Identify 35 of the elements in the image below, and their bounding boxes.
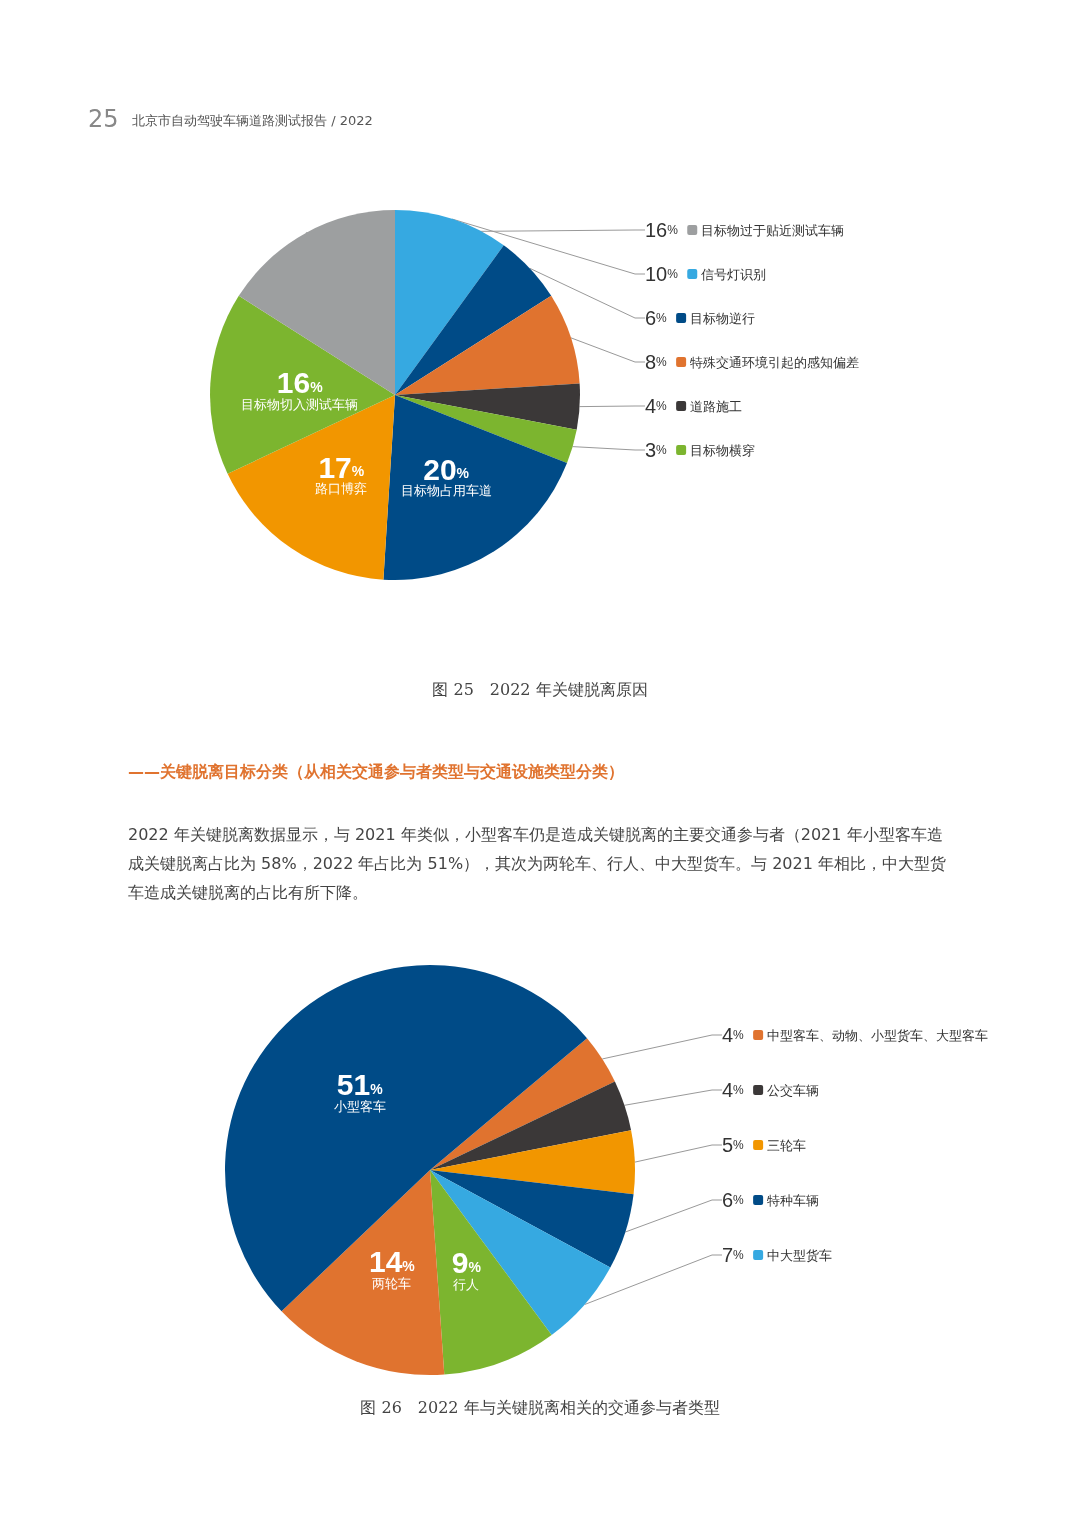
legend-label: 目标物过于贴近测试车辆 — [701, 222, 845, 238]
legend-label: 三轮车 — [767, 1137, 807, 1153]
legend-label: 目标物逆行 — [690, 310, 756, 326]
legend-label: 道路施工 — [690, 398, 743, 414]
legend-label: 信号灯识别 — [701, 266, 767, 282]
legend-label: 公交车辆 — [767, 1082, 820, 1098]
legend-label: 特种车辆 — [767, 1192, 820, 1208]
slice-label: 路口博弈 — [315, 481, 368, 497]
slice-label: 两轮车 — [372, 1275, 412, 1291]
data-label: 5% — [722, 1134, 745, 1156]
slice-label: 小型客车 — [333, 1098, 386, 1114]
data-label: 7% — [722, 1244, 745, 1266]
text: 图 26 2022 年与关键脱离相关的交通参与者类型 — [359, 1398, 721, 1419]
data-label: 16% — [645, 219, 679, 241]
chart-subtitle: ——关键脱离目标分类（从相关交通参与者类型与交通设施类型分类） — [128, 762, 624, 783]
data-label: 8% — [645, 351, 668, 373]
slice-label: 目标物切入测试车辆 — [241, 396, 359, 412]
data-label: 16% — [276, 366, 324, 399]
data-label: 6% — [645, 307, 668, 329]
data-label: 3% — [645, 439, 668, 461]
legend-label: 特殊交通环境引起的感知偏差 — [690, 354, 860, 370]
text: 图 25 2022 年关键脱离原因 — [431, 680, 649, 701]
legend-label: 中型客车、动物、小型货车、大型客车 — [767, 1027, 989, 1043]
data-label: 4% — [645, 395, 668, 417]
legend-label: 中大型货车 — [767, 1247, 833, 1263]
slice-label: 行人 — [453, 1276, 480, 1292]
data-label: 4% — [722, 1024, 745, 1046]
data-label: 10% — [645, 263, 679, 285]
text: 2022 年关键脱离数据显示，与 2021 年类似，小型客车仍是造成关键脱离的主要交通参与者（2021 年小型客车造成关键脱离占比为 58%，2022 年占比为 51%），其次为两轮车、行人、中大型货车。与 2021 年相比，中大型货车造成关键脱离的占比有所下降。 — [128, 824, 947, 904]
slice-label: 目标物占用车道 — [400, 483, 492, 499]
text: 北京市自动驾驶车辆道路测试报告 / 2022 — [132, 112, 373, 130]
text: 25 — [88, 105, 119, 133]
data-label: 6% — [722, 1189, 745, 1211]
data-label: 4% — [722, 1079, 745, 1101]
legend-label: 目标物横穿 — [690, 442, 756, 458]
